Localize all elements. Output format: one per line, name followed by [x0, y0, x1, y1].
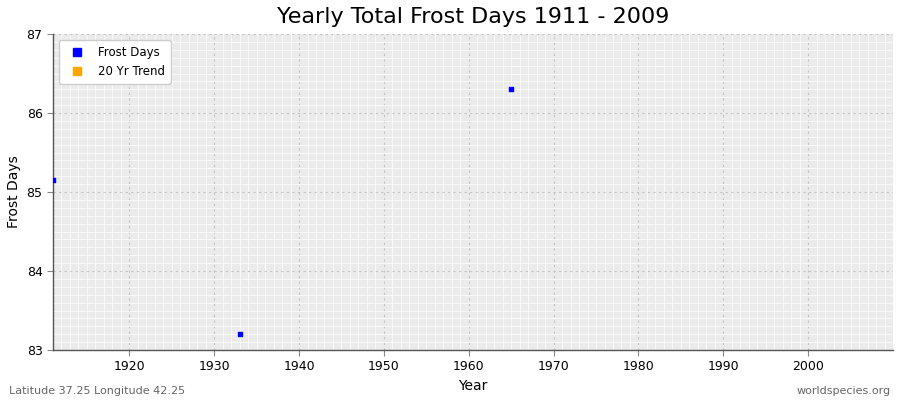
X-axis label: Year: Year: [458, 379, 488, 393]
Text: Latitude 37.25 Longitude 42.25: Latitude 37.25 Longitude 42.25: [9, 386, 185, 396]
Y-axis label: Frost Days: Frost Days: [7, 156, 21, 228]
Title: Yearly Total Frost Days 1911 - 2009: Yearly Total Frost Days 1911 - 2009: [277, 7, 670, 27]
Point: [46, 177, 60, 184]
Point: [504, 86, 518, 92]
Legend: Frost Days, 20 Yr Trend: Frost Days, 20 Yr Trend: [58, 40, 171, 84]
Text: worldspecies.org: worldspecies.org: [796, 386, 891, 396]
Point: [232, 331, 247, 338]
